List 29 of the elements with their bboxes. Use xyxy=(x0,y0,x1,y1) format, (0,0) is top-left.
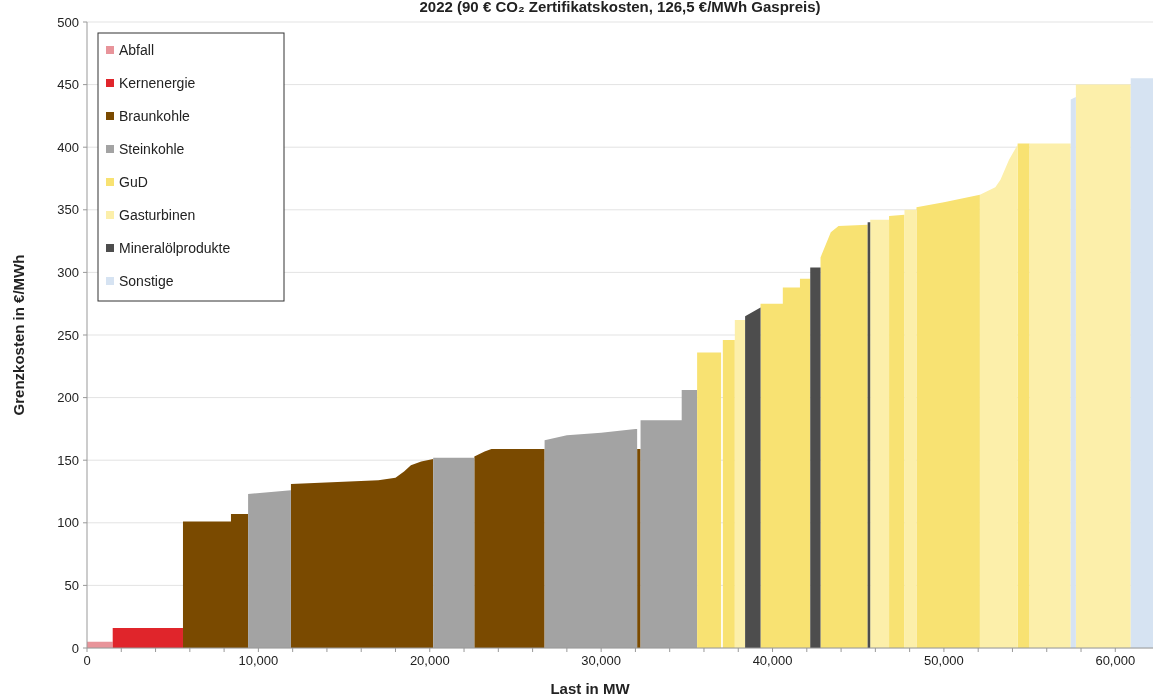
y-tick-label: 400 xyxy=(57,139,79,155)
y-tick-label: 350 xyxy=(57,202,79,218)
x-tick-label: 60,000 xyxy=(1095,653,1136,668)
chart-title: 2022 (90 € CO₂ Zertifikatskosten, 126,5 €/MWh Gaspreis) xyxy=(419,0,821,15)
y-tick-label: 250 xyxy=(57,327,79,343)
y-tick-label: 450 xyxy=(57,77,79,93)
y-tick-label: 150 xyxy=(57,452,79,468)
legend-label: Braunkohle xyxy=(119,107,191,124)
legend-label: Mineralölprodukte xyxy=(119,239,231,256)
x-tick-label: 40,000 xyxy=(752,653,793,668)
y-axis-title: Grenzkosten in €/MWh xyxy=(10,254,27,416)
y-tick-label: 200 xyxy=(57,390,79,406)
legend-label: Kernenergie xyxy=(119,74,196,91)
y-tick-label: 100 xyxy=(57,515,79,531)
x-tick-label: 30,000 xyxy=(581,653,622,668)
y-tick-label: 50 xyxy=(64,577,79,593)
x-tick-label: 10,000 xyxy=(238,653,279,668)
legend-label: Gasturbinen xyxy=(119,206,196,223)
y-tick-label: 500 xyxy=(57,14,79,30)
legend-label: Sonstige xyxy=(119,272,174,289)
x-tick-label: 20,000 xyxy=(409,653,450,668)
y-tick-label: 300 xyxy=(57,264,79,280)
x-axis-title: Last in MW xyxy=(550,680,631,697)
x-tick-label: 0 xyxy=(83,653,91,668)
legend-label: Abfall xyxy=(119,41,155,58)
legend-label: GuD xyxy=(119,173,148,190)
y-tick-label: 0 xyxy=(71,640,79,656)
x-tick-label: 50,000 xyxy=(924,653,964,668)
legend-label: Steinkohle xyxy=(119,140,185,157)
